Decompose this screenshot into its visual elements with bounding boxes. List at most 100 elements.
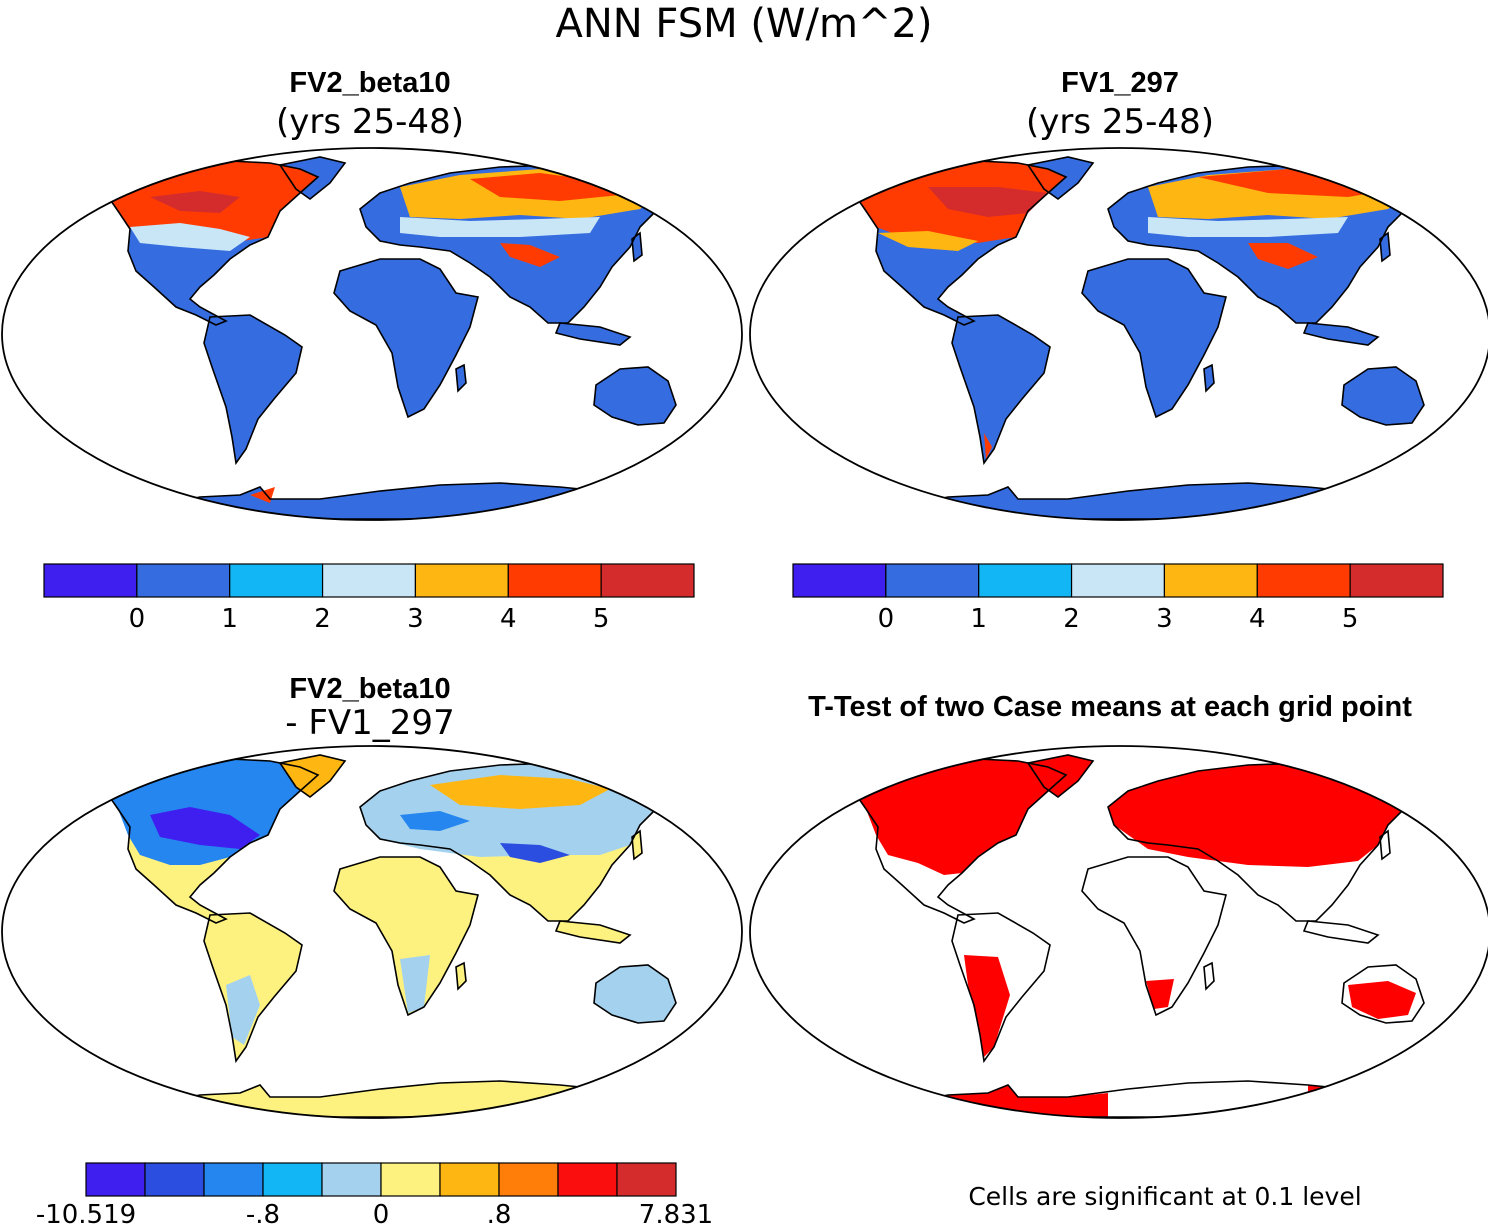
- colorbar-tick-label: -.8: [245, 1200, 281, 1230]
- panel-ttest-title: T-Test of two Case means at each grid po…: [808, 691, 1412, 723]
- map-fill-layer: [846, 156, 1430, 520]
- colorbar-swatch: [380, 1162, 441, 1197]
- coastline-indonesia: [554, 920, 632, 944]
- colorbar-swatch: [1256, 563, 1351, 598]
- coastline-japan: [1379, 231, 1391, 263]
- map-border: [1, 147, 743, 521]
- land-australia: [1342, 367, 1424, 425]
- colorbar-swatch: [321, 1162, 382, 1197]
- af-sig: [1146, 979, 1174, 1009]
- colorbar-tick-label: 1: [221, 604, 238, 634]
- coastline-africa: [333, 258, 479, 419]
- coastline-africa: [333, 856, 479, 1017]
- colorbar-tick-label: .8: [486, 1200, 512, 1230]
- colorbar-swatch: [885, 563, 980, 598]
- coastline-northAmerica: [846, 758, 1068, 924]
- eu-warm: [430, 775, 610, 809]
- land-southAmerica: [952, 315, 1050, 463]
- colorbar-swatch: [978, 563, 1073, 598]
- colorbar-tick-label: 0: [877, 604, 895, 634]
- coastline-southAmerica: [203, 912, 303, 1064]
- land-indonesia: [556, 323, 630, 345]
- colorbar-swatch: [616, 1162, 677, 1197]
- coastline-australia: [593, 964, 677, 1024]
- map-border: [749, 147, 1488, 521]
- significance-note: Cells are significant at 0.1 level: [968, 1182, 1362, 1211]
- land-africa: [334, 857, 478, 1015]
- colorbar-swatch: [439, 1162, 500, 1197]
- na-top: [928, 187, 1048, 217]
- andes: [984, 433, 992, 459]
- colorbar-tick-label: 2: [314, 604, 331, 634]
- colorbar-tick-label: 4: [500, 604, 517, 634]
- land-japan: [632, 831, 642, 859]
- panel-diff-title: FV2_beta10: [289, 673, 451, 705]
- land-japan: [1380, 233, 1390, 261]
- coastline-greenland: [278, 754, 347, 799]
- coastline-eurasia: [1107, 164, 1430, 324]
- coastline-southAmerica: [951, 314, 1051, 466]
- map-fill-layer: [98, 754, 682, 1118]
- colorbar-tick-label: -10.519: [35, 1200, 137, 1230]
- aus-sig: [1348, 981, 1416, 1019]
- panel-diff-subtitle: - FV1_297: [285, 703, 455, 743]
- eu-mid: [400, 217, 600, 237]
- eu-mid: [1148, 217, 1348, 237]
- colorbar-swatch: [1163, 563, 1258, 598]
- coastline-africa: [1081, 856, 1227, 1017]
- coastline-japan: [631, 829, 643, 861]
- coastline-eurasia: [359, 164, 682, 324]
- panel-fv2-subtitle: (yrs 25-48): [276, 102, 464, 142]
- colorbar-swatch: [321, 563, 417, 598]
- colorbar-swatch: [414, 563, 509, 598]
- coastline-greenland: [278, 156, 347, 201]
- ant-sig-east: [1308, 1085, 1388, 1117]
- land-australia: [594, 367, 676, 425]
- coastline-northAmerica: [98, 160, 320, 326]
- coastline-eurasia: [1107, 762, 1430, 922]
- map-fill-layer: [846, 754, 1430, 1118]
- colorbar-tick-label: 0: [128, 604, 146, 634]
- land-antarctica: [120, 483, 640, 519]
- coastline-southAmerica: [951, 912, 1051, 1064]
- colorbar-swatch: [144, 1162, 205, 1197]
- map-fv2: [1, 147, 743, 521]
- tibet-cool: [500, 843, 570, 863]
- af-cool: [400, 955, 430, 1013]
- map-border: [749, 745, 1488, 1119]
- coastline-australia: [1341, 964, 1425, 1024]
- land-antarctica: [868, 483, 1388, 519]
- colorbar-tick-label: 5: [592, 604, 610, 634]
- map-diff: [1, 745, 743, 1119]
- colorbar-swatch: [1349, 563, 1444, 598]
- colorbar-swatch: [507, 563, 602, 598]
- aus-cool: [594, 965, 676, 1023]
- na-mid: [130, 223, 250, 251]
- colorbar-tick-label: 2: [1063, 604, 1080, 634]
- colorbar-swatch: [262, 1162, 323, 1197]
- map-ttest: [749, 745, 1488, 1119]
- eu-cool-strong: [400, 811, 470, 831]
- coastline-indonesia: [554, 322, 632, 346]
- coastline-madagascar: [455, 961, 467, 991]
- coastline-australia: [1341, 366, 1425, 426]
- map-border: [1, 745, 743, 1119]
- colorbar-swatch: [792, 563, 887, 598]
- colorbar-tick-label: 4: [1249, 604, 1266, 634]
- colorbar-swatch: [85, 1162, 146, 1197]
- coastline-greenland: [1026, 156, 1095, 201]
- colorbar-tick-label: 5: [1341, 604, 1359, 634]
- na-top: [150, 191, 240, 213]
- colorbar-tick-label: 0: [372, 1200, 390, 1230]
- coastline-northAmerica: [98, 758, 320, 924]
- coastline-indonesia: [1302, 322, 1380, 346]
- colorbar-swatch: [498, 1162, 559, 1197]
- colorbar-swatch: [1070, 563, 1166, 598]
- coastline-japan: [631, 231, 643, 263]
- colorbar-tick-label: 7.831: [638, 1200, 714, 1230]
- colorbar-swatch: [600, 563, 695, 598]
- coastline-madagascar: [1203, 363, 1215, 393]
- panel-fv1-subtitle: (yrs 25-48): [1026, 102, 1214, 142]
- coastline-madagascar: [1203, 961, 1215, 991]
- colorbar-swatch: [203, 1162, 264, 1197]
